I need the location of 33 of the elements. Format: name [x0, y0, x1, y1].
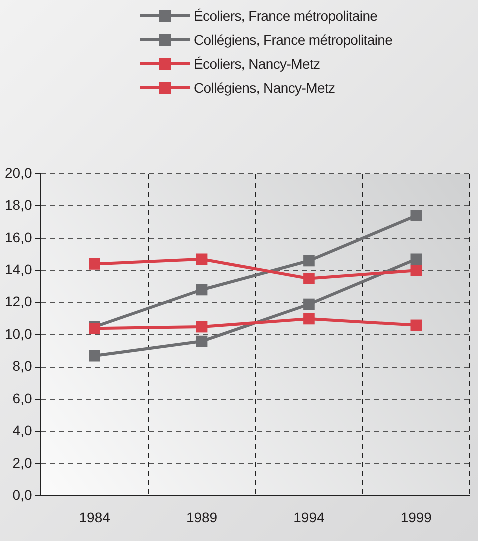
- point: [196, 284, 208, 296]
- point: [196, 254, 208, 266]
- y-tick-label: 20,0: [5, 164, 32, 181]
- x-tick-label: 1994: [294, 509, 325, 526]
- x-tick-label: 1999: [400, 509, 432, 526]
- x-tick-label: 1984: [79, 509, 111, 526]
- y-tick-label: 0,0: [12, 487, 32, 504]
- point: [304, 298, 315, 310]
- point: [410, 254, 422, 266]
- y-tick-label: 16,0: [5, 229, 32, 246]
- legend-label: Écoliers, France métropolitaine: [194, 8, 378, 24]
- point: [410, 265, 422, 276]
- y-tick-label: 4,0: [12, 422, 32, 439]
- legend-label: Collégiens, Nancy-Metz: [194, 80, 336, 96]
- y-tick-label: 10,0: [5, 326, 32, 342]
- point: [89, 258, 100, 270]
- point: [304, 313, 315, 325]
- y-tick-label: 2,0: [12, 454, 32, 471]
- point: [304, 255, 315, 267]
- point: [196, 336, 208, 348]
- point: [410, 210, 422, 222]
- point: [304, 273, 315, 284]
- y-tick-label: 12,0: [5, 294, 32, 310]
- y-tick-label: 6,0: [12, 390, 32, 406]
- point: [89, 350, 100, 362]
- point: [196, 321, 208, 333]
- y-tick-label: 18,0: [5, 197, 32, 214]
- x-tick-label: 1989: [186, 509, 218, 526]
- legend-label: Écoliers, Nancy-Metz: [194, 56, 320, 72]
- y-tick-label: 8,0: [12, 358, 32, 374]
- y-tick-label: 14,0: [5, 262, 32, 278]
- legend-label: Collégiens, France métropolitaine: [194, 32, 393, 48]
- point: [410, 320, 422, 332]
